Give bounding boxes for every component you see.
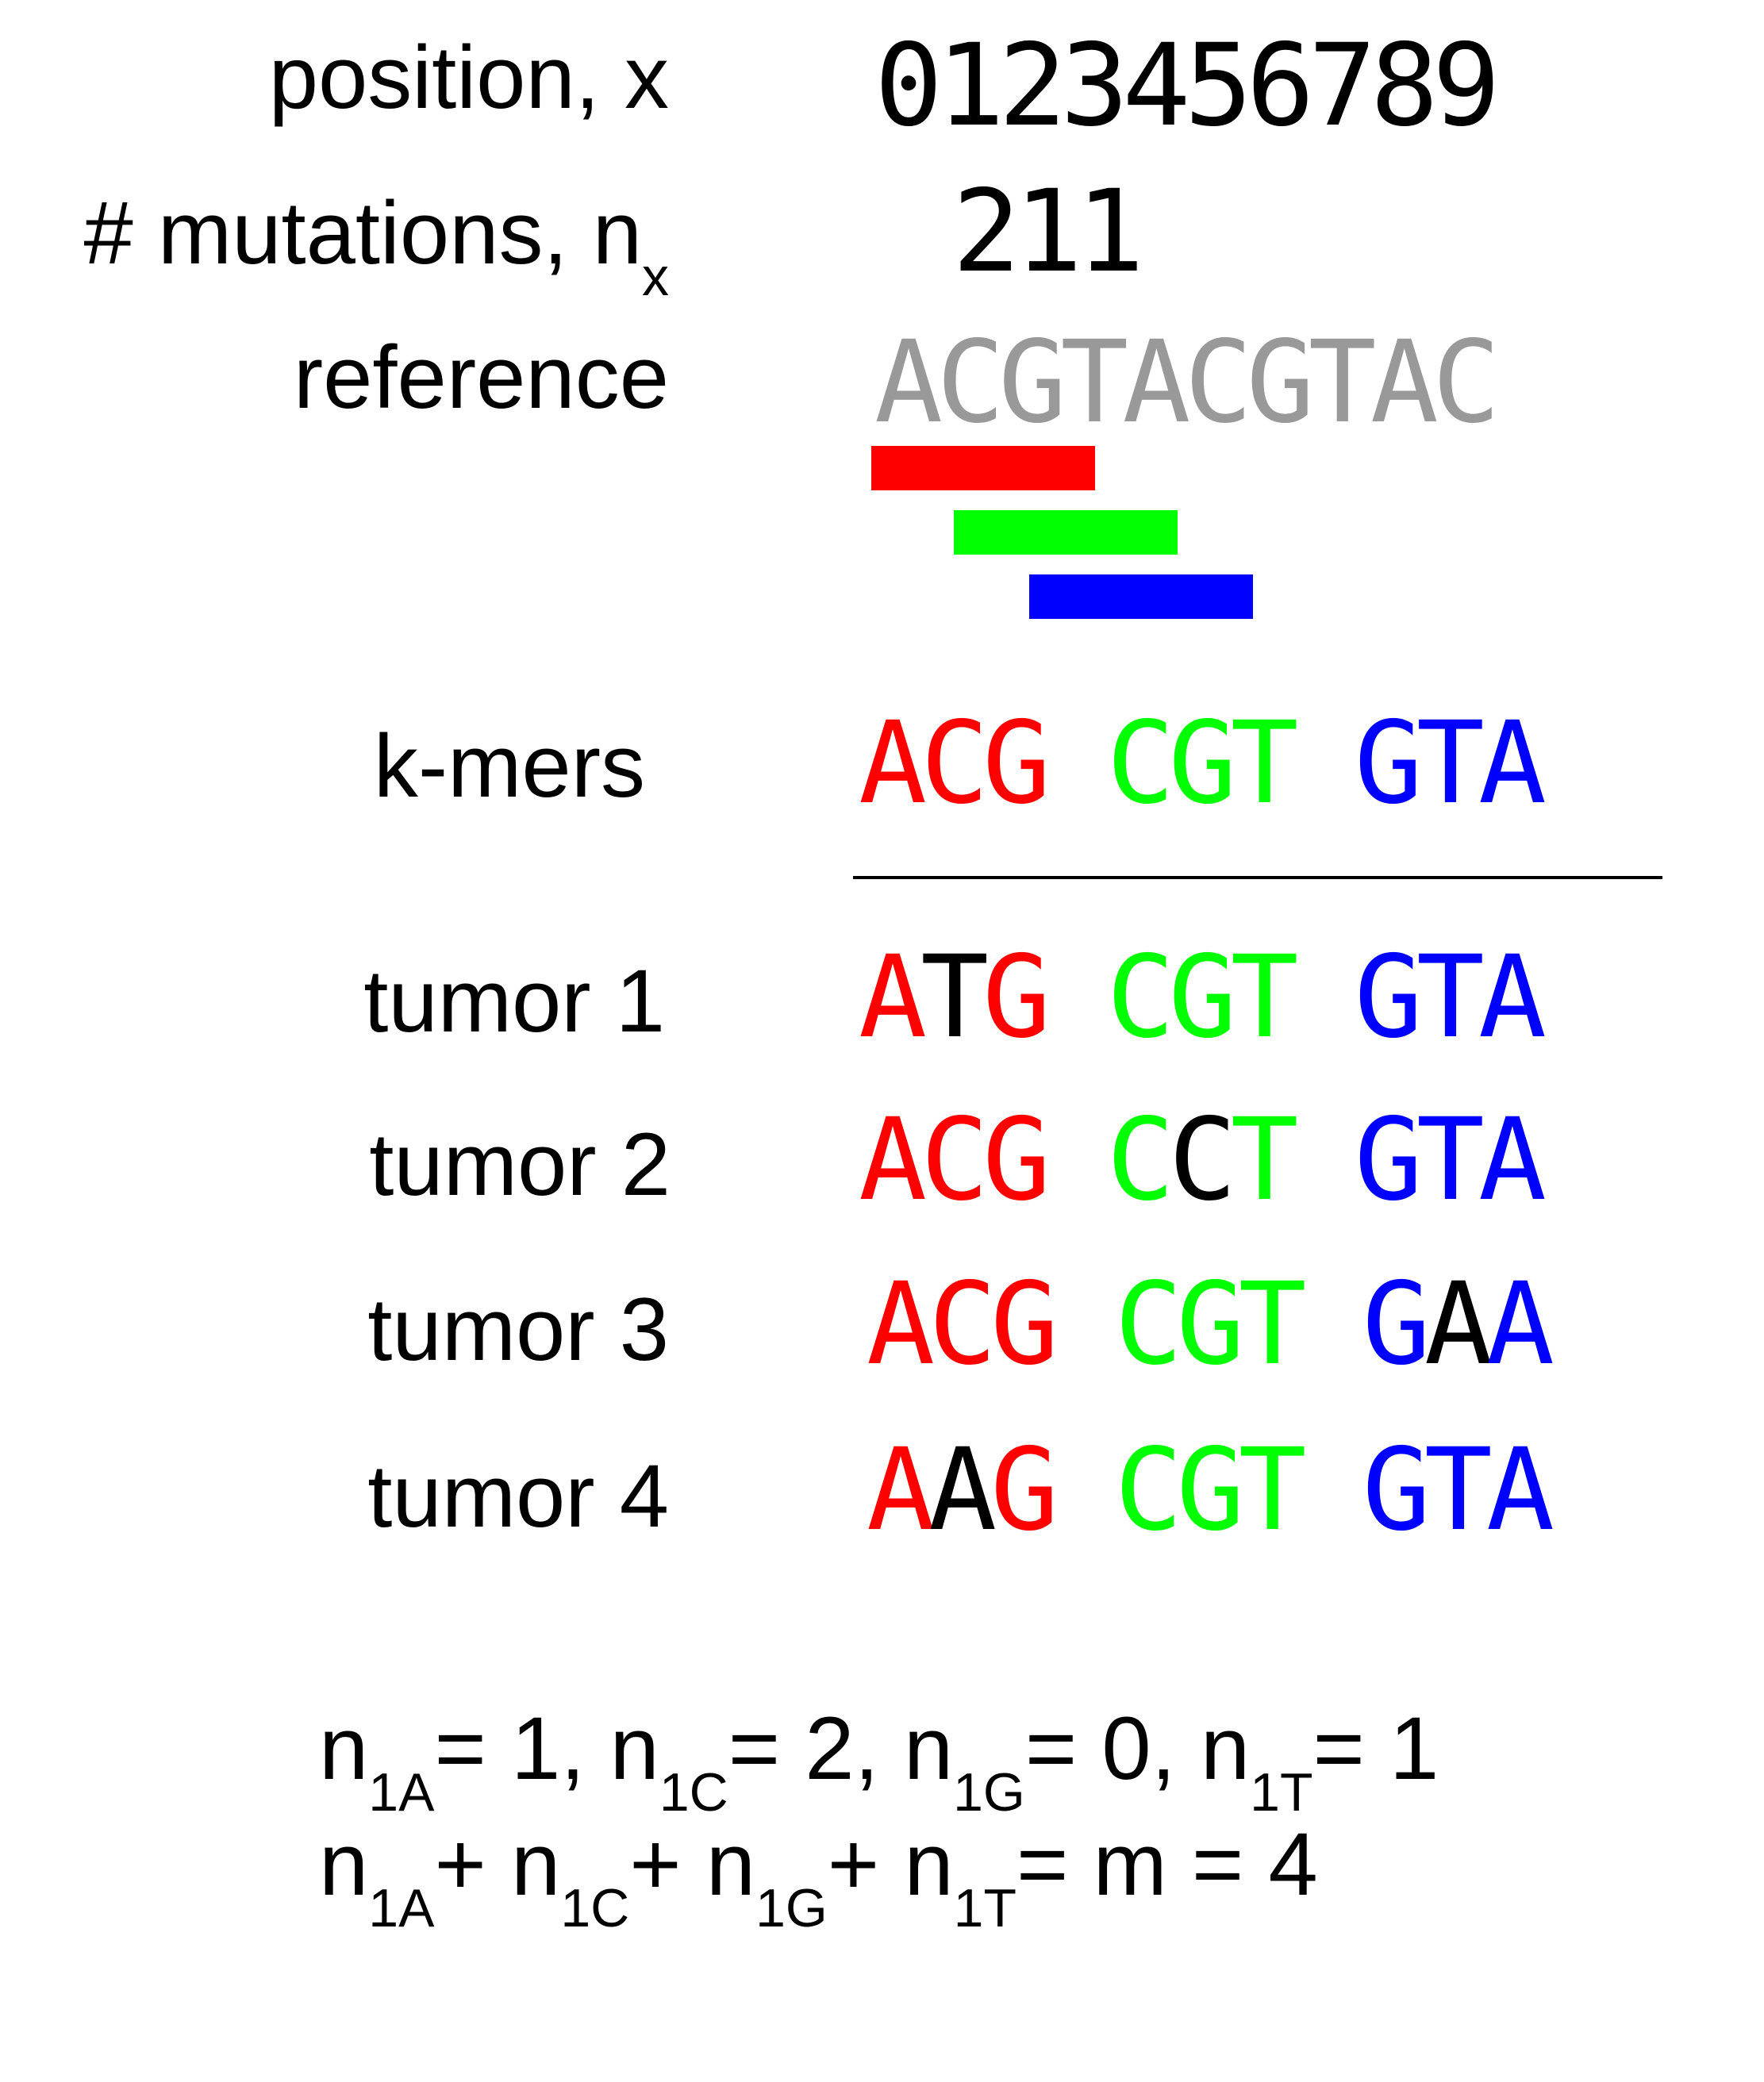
equation-text: = 1 xyxy=(1312,1699,1439,1798)
equation-text: + xyxy=(629,1815,706,1914)
reference-label: reference xyxy=(293,328,669,427)
divider-line xyxy=(853,876,1662,879)
mutations-label-text: # mutations, n xyxy=(83,183,643,282)
equation-text: + xyxy=(434,1815,512,1914)
kmers-row: ACG CGT GTA xyxy=(859,706,1547,820)
equation-subscript: 1G xyxy=(755,1878,828,1938)
equation-subscript: 1A xyxy=(368,1878,435,1938)
kmer-3: GTA xyxy=(1354,697,1547,829)
tumor-2-kmer-3: GTA xyxy=(1354,1093,1547,1226)
tumor-4-kmer-2: CGT xyxy=(1114,1423,1306,1556)
tumor-2-kmers: ACG CCT GTA xyxy=(859,1103,1547,1216)
kmer-3-bar xyxy=(1029,574,1253,619)
equation-text: = m = 4 xyxy=(1016,1815,1318,1914)
tumor-3-kmer-1: ACG xyxy=(867,1258,1059,1390)
tumor-3-kmers: ACG CGT GAA xyxy=(867,1267,1555,1381)
tumor-4-kmer-3: GTA xyxy=(1362,1423,1555,1556)
equation-text: = 0, xyxy=(1024,1699,1201,1798)
count-equation-line-2: n1A+ n1C+ n1G+ n1T= m = 4 xyxy=(319,1820,1318,1936)
position-digits: 0123456789 xyxy=(874,19,1501,152)
tumor-4-kmer-1: AAG xyxy=(867,1423,1059,1556)
mutations-label: # mutations, nx xyxy=(84,189,670,305)
mutation-counts: 211 xyxy=(952,165,1144,298)
position-label: position, x xyxy=(268,28,669,127)
tumor-2-label: tumor 2 xyxy=(369,1115,671,1214)
kmers-label: k-mers xyxy=(373,716,645,816)
equation-subscript: 1C xyxy=(659,1762,728,1823)
equation-variable: n xyxy=(705,1815,756,1914)
equation-variable: n xyxy=(609,1699,659,1798)
tumor-4-kmers: AAG CGT GTA xyxy=(867,1433,1555,1546)
equation-text: = 2, xyxy=(728,1699,904,1798)
tumor-1-kmers: ATG CGT GTA xyxy=(859,940,1547,1054)
kmer-1: ACG xyxy=(859,697,1051,829)
equation-variable: n xyxy=(903,1699,954,1798)
equation-variable: n xyxy=(1200,1699,1251,1798)
equation-variable: n xyxy=(319,1699,369,1798)
equation-variable: n xyxy=(319,1815,369,1914)
equation-subscript: 1T xyxy=(953,1878,1017,1938)
tumor-1-kmer-1: ATG xyxy=(859,931,1051,1063)
tumor-1-label: tumor 1 xyxy=(363,951,665,1051)
tumor-2-kmer-1: ACG xyxy=(859,1093,1051,1226)
equation-subscript: 1A xyxy=(368,1762,435,1823)
tumor-3-kmer-3: GAA xyxy=(1362,1258,1555,1390)
tumor-1-kmer-3: GTA xyxy=(1354,931,1547,1063)
equation-subscript: 1G xyxy=(953,1762,1025,1823)
equation-text: = 1, xyxy=(434,1699,610,1798)
equation-variable: n xyxy=(511,1815,561,1914)
equation-subscript: 1C xyxy=(560,1878,630,1938)
kmer-2: CGT xyxy=(1106,697,1298,829)
tumor-2-kmer-2: CCT xyxy=(1106,1093,1298,1226)
tumor-3-label: tumor 3 xyxy=(367,1280,669,1379)
tumor-1-kmer-2: CGT xyxy=(1106,931,1298,1063)
tumor-3-kmer-2: CGT xyxy=(1114,1258,1306,1390)
tumor-4-label: tumor 4 xyxy=(367,1446,669,1546)
equation-variable: n xyxy=(904,1815,954,1914)
equation-subscript: 1T xyxy=(1250,1762,1313,1823)
kmer-1-bar xyxy=(871,446,1095,490)
count-equation-line-1: n1A= 1, n1C= 2, n1G= 0, n1T= 1 xyxy=(319,1704,1439,1820)
reference-sequence: ACGTACGTAC xyxy=(874,316,1501,448)
equation-text: + xyxy=(827,1815,905,1914)
kmer-2-bar xyxy=(954,510,1178,555)
mutations-label-subscript: x xyxy=(642,247,669,307)
